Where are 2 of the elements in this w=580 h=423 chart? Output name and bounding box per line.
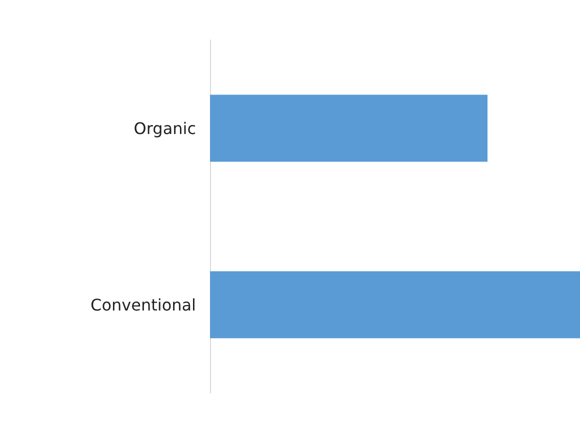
y-tick-label: Organic [134,118,196,138]
y-tick-label: Conventional [90,295,196,314]
